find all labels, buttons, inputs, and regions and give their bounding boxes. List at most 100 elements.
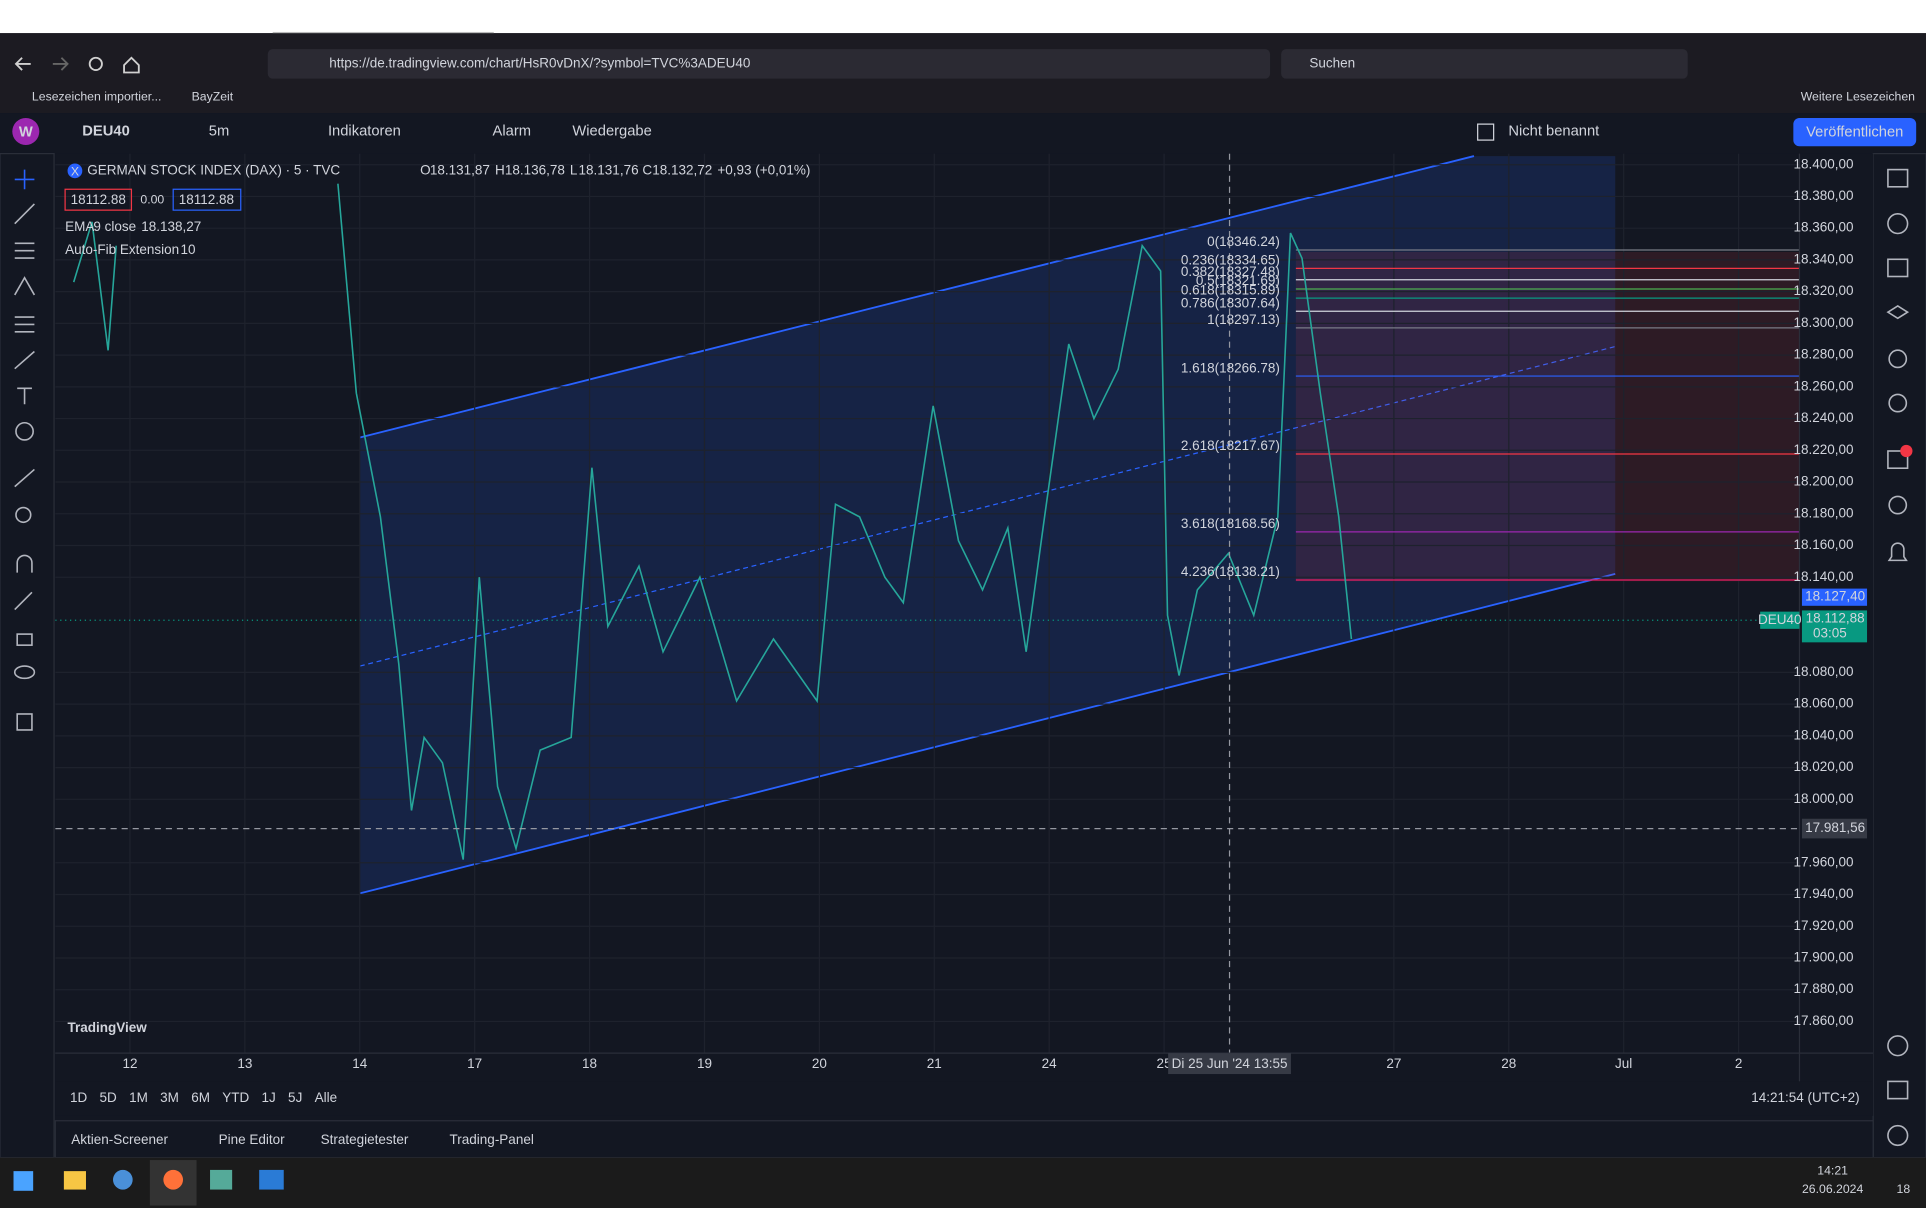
y-tick-label: 17.960,00: [1793, 854, 1853, 869]
fib-label: 4.236(18138.21): [1181, 564, 1280, 579]
tool-icon[interactable]: [15, 421, 34, 441]
range-button[interactable]: 1J: [262, 1090, 276, 1105]
ideas[interactable]: [1888, 393, 1908, 413]
ohlc-value: 18.136,78: [505, 162, 565, 177]
search: Suchen: [1309, 55, 1355, 70]
ohlc-change: +0,93 (+0,01%): [717, 162, 810, 177]
indicators[interactable]: Indikatoren: [328, 123, 401, 139]
range-button[interactable]: Alle: [315, 1090, 338, 1105]
tool-fib[interactable]: [14, 242, 35, 259]
y-tick-label: 18.400,00: [1793, 156, 1853, 171]
buy-box[interactable]: [172, 188, 242, 211]
app[interactable]: [210, 1169, 233, 1190]
sell-box[interactable]: [64, 188, 133, 211]
tool-line[interactable]: [14, 203, 35, 225]
fib-label: 0.382(18327.48): [1181, 264, 1280, 279]
start[interactable]: [13, 1171, 34, 1191]
chats[interactable]: [1887, 450, 1909, 470]
publish: Veröffentlichen: [1806, 125, 1903, 141]
fib-label: 0(18346.24): [1207, 234, 1280, 249]
price-line: [72, 183, 1353, 860]
tool-draw-mode[interactable]: [14, 591, 33, 611]
tool-brush[interactable]: [14, 350, 35, 370]
y-tick-label: 18.240,00: [1793, 410, 1853, 425]
interval[interactable]: 5m: [209, 123, 229, 139]
range-button[interactable]: YTD: [222, 1090, 249, 1105]
y-tick-label: 18.180,00: [1793, 505, 1853, 520]
explorer[interactable]: [63, 1171, 86, 1190]
y-tick-label: 18.080,00: [1793, 664, 1853, 679]
help-icon[interactable]: [1887, 1035, 1909, 1057]
bottom-tab[interactable]: Trading-Panel: [450, 1132, 534, 1147]
notification-count: 18: [1897, 1182, 1911, 1196]
other-bookmarks[interactable]: Weitere Lesezeichen: [1801, 89, 1915, 103]
help[interactable]: [1887, 1124, 1909, 1147]
calendar[interactable]: [1887, 1080, 1909, 1100]
ema-label: EMA: [65, 219, 94, 234]
publish-button[interactable]: [1793, 117, 1917, 147]
forward[interactable]: [52, 57, 69, 71]
hotlists[interactable]: [1888, 349, 1908, 369]
range-button[interactable]: 1D: [70, 1090, 88, 1105]
mail[interactable]: [259, 1169, 284, 1190]
streams[interactable]: [1888, 495, 1908, 515]
tool-cross[interactable]: [14, 169, 35, 190]
tool-lock[interactable]: [16, 633, 33, 646]
layers[interactable]: [1886, 305, 1910, 320]
fib-label: 2.618(18217.67): [1181, 438, 1280, 453]
taskbar: [0, 1157, 1926, 1208]
layout-name[interactable]: Nicht benannt: [1508, 123, 1599, 139]
y-tick-label: 18.000,00: [1793, 791, 1853, 806]
symbol-badge: [67, 163, 83, 179]
bottom-tab[interactable]: Pine Editor: [219, 1132, 286, 1147]
x-tick-label: 19: [697, 1056, 712, 1071]
clock: 14:21:54 (UTC+2): [1751, 1090, 1859, 1105]
y-tick-label: 18.280,00: [1793, 347, 1853, 362]
crosshair-price-tag: [1801, 818, 1868, 839]
ohlc-letter: L: [570, 162, 578, 177]
range-button[interactable]: 5D: [100, 1090, 118, 1105]
tool-ruler[interactable]: [14, 468, 35, 488]
range-button[interactable]: 5J: [288, 1090, 302, 1105]
bottom-tab[interactable]: Strategietester: [321, 1132, 409, 1147]
bottom-tab[interactable]: Aktien-Screener: [71, 1132, 168, 1147]
legend-title: GERMAN STOCK INDEX (DAX) · 5 · TVC: [87, 162, 340, 177]
tool-forecast[interactable]: [14, 316, 35, 333]
y-tick-label: 17.900,00: [1793, 950, 1853, 965]
y-tick-label: 18.160,00: [1793, 537, 1853, 552]
tool-magnet[interactable]: [16, 554, 33, 573]
home[interactable]: [123, 56, 140, 74]
reload[interactable]: [88, 56, 103, 71]
notifications[interactable]: [1887, 542, 1908, 562]
alarm[interactable]: Alarm: [493, 123, 531, 139]
y-tick-label: 17.940,00: [1793, 886, 1853, 901]
x-tick-label: 20: [812, 1056, 827, 1071]
tool-hide[interactable]: [13, 665, 36, 680]
y-tick-label: 18.200,00: [1793, 474, 1853, 489]
back[interactable]: [14, 57, 31, 71]
url-bar[interactable]: [267, 49, 1271, 79]
avatar[interactable]: [12, 117, 40, 146]
tool-pattern[interactable]: [14, 276, 36, 296]
range-button[interactable]: 6M: [191, 1090, 210, 1105]
bookmark[interactable]: BayZeit: [192, 89, 234, 103]
x-tick-label: 17: [467, 1056, 482, 1071]
search-bar[interactable]: [1281, 49, 1688, 79]
x-tick-label: 18: [582, 1056, 597, 1071]
range-button[interactable]: 3M: [160, 1090, 179, 1105]
bookmark[interactable]: Lesezeichen importier...: [32, 89, 162, 103]
watchlist[interactable]: [1887, 168, 1909, 188]
replay[interactable]: Wiedergabe: [572, 123, 651, 139]
app[interactable]: [113, 1169, 133, 1190]
alerts[interactable]: [1887, 213, 1909, 235]
symbol[interactable]: DEU40: [82, 123, 129, 139]
tool-text[interactable]: [17, 387, 32, 405]
news[interactable]: [1887, 258, 1909, 278]
firefox[interactable]: [163, 1169, 184, 1190]
tool-delete[interactable]: [16, 713, 33, 731]
tool-zoom[interactable]: [15, 506, 32, 524]
range-button[interactable]: 1M: [129, 1090, 148, 1105]
ema-value: 18.138,27: [141, 219, 201, 234]
crosshair-time-label: Di 25 Jun '24 13:55: [1172, 1056, 1288, 1071]
